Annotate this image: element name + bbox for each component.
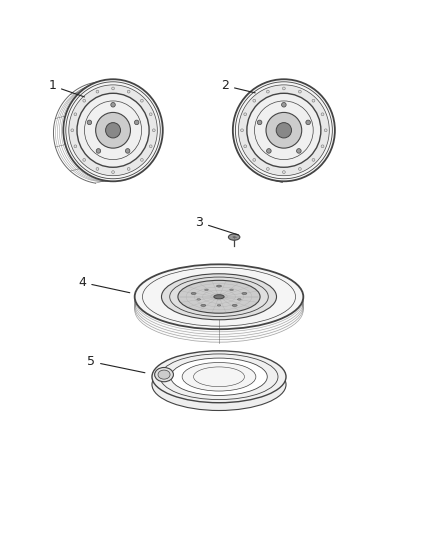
Ellipse shape — [106, 123, 120, 138]
Ellipse shape — [321, 113, 324, 116]
Text: 1: 1 — [48, 79, 85, 97]
Ellipse shape — [201, 304, 206, 306]
Ellipse shape — [112, 171, 114, 174]
Ellipse shape — [266, 112, 302, 148]
Ellipse shape — [74, 113, 77, 116]
Ellipse shape — [134, 120, 139, 125]
Ellipse shape — [324, 129, 327, 132]
Ellipse shape — [155, 367, 173, 382]
Ellipse shape — [257, 120, 262, 125]
Ellipse shape — [96, 167, 99, 171]
Ellipse shape — [297, 149, 301, 153]
Ellipse shape — [197, 298, 201, 300]
Ellipse shape — [298, 167, 301, 171]
Ellipse shape — [171, 358, 267, 395]
Ellipse shape — [321, 145, 324, 148]
Ellipse shape — [141, 158, 143, 161]
Ellipse shape — [77, 93, 149, 167]
Ellipse shape — [233, 79, 335, 181]
Ellipse shape — [127, 90, 130, 93]
Ellipse shape — [178, 280, 260, 313]
Ellipse shape — [96, 90, 99, 93]
Ellipse shape — [149, 145, 152, 148]
Ellipse shape — [87, 120, 92, 125]
Ellipse shape — [111, 102, 115, 107]
Ellipse shape — [205, 289, 208, 290]
Text: 4: 4 — [78, 276, 130, 293]
Text: 5: 5 — [87, 355, 145, 373]
Ellipse shape — [283, 87, 285, 90]
Ellipse shape — [238, 85, 329, 176]
Text: 2: 2 — [221, 79, 255, 93]
Ellipse shape — [64, 79, 163, 181]
Ellipse shape — [266, 90, 269, 93]
Ellipse shape — [134, 264, 304, 329]
Ellipse shape — [191, 293, 196, 294]
Ellipse shape — [134, 277, 304, 342]
Ellipse shape — [244, 113, 247, 116]
Ellipse shape — [95, 112, 131, 148]
Ellipse shape — [182, 362, 256, 391]
Ellipse shape — [244, 145, 247, 148]
Ellipse shape — [71, 129, 74, 132]
Ellipse shape — [152, 129, 155, 132]
Ellipse shape — [112, 87, 114, 90]
Ellipse shape — [266, 167, 269, 171]
Ellipse shape — [127, 167, 130, 171]
Ellipse shape — [216, 285, 222, 287]
Ellipse shape — [267, 149, 271, 153]
Ellipse shape — [237, 298, 241, 300]
Ellipse shape — [253, 158, 256, 161]
Ellipse shape — [149, 113, 152, 116]
Ellipse shape — [253, 99, 256, 102]
Ellipse shape — [247, 93, 321, 167]
Ellipse shape — [125, 149, 130, 153]
Ellipse shape — [312, 99, 315, 102]
Ellipse shape — [283, 171, 285, 174]
Ellipse shape — [282, 102, 286, 107]
Ellipse shape — [69, 85, 157, 176]
Ellipse shape — [232, 304, 237, 306]
Ellipse shape — [312, 158, 315, 161]
Ellipse shape — [83, 99, 85, 102]
Ellipse shape — [230, 289, 233, 290]
Ellipse shape — [152, 359, 286, 410]
Ellipse shape — [240, 129, 244, 132]
Ellipse shape — [141, 99, 143, 102]
Ellipse shape — [229, 234, 240, 240]
Ellipse shape — [83, 158, 85, 161]
Ellipse shape — [217, 304, 221, 306]
Ellipse shape — [276, 123, 292, 138]
Ellipse shape — [152, 351, 286, 403]
Ellipse shape — [298, 90, 301, 93]
Ellipse shape — [242, 293, 247, 294]
Ellipse shape — [306, 120, 311, 125]
Ellipse shape — [162, 274, 276, 320]
Text: 3: 3 — [195, 216, 238, 235]
Ellipse shape — [158, 370, 170, 379]
Ellipse shape — [74, 145, 77, 148]
Ellipse shape — [214, 295, 224, 299]
Ellipse shape — [96, 149, 101, 153]
